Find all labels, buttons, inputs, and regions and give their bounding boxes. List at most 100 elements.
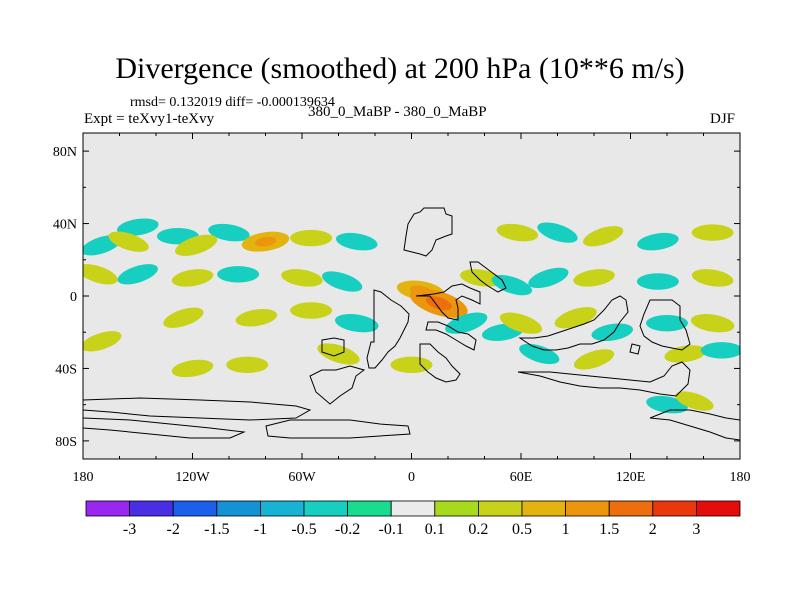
anomaly-blob [335, 232, 378, 251]
runs-label: 380_0_MaBP - 380_0_MaBP [308, 104, 487, 120]
season-label: DJF [710, 111, 736, 127]
anomaly-blob [691, 224, 734, 241]
anomaly-blob [83, 331, 122, 352]
colorbar-label: 0.5 [512, 521, 532, 538]
anomaly-blob [496, 223, 539, 242]
x-tick-label: 120W [175, 470, 210, 485]
anomaly-blob [519, 343, 560, 365]
anomaly-blob [208, 223, 250, 242]
anomaly-blob [281, 269, 323, 287]
coastline-arabia [469, 261, 507, 293]
coastlines [83, 207, 740, 441]
anomaly-blob [117, 264, 158, 285]
colorbar-swatch [696, 500, 741, 517]
coastline-southern-continent [425, 321, 477, 351]
coastline-antarctic-west [265, 419, 411, 439]
anomaly-blob [108, 231, 149, 252]
anomaly-blob [290, 302, 333, 319]
coastline-south-fragment [321, 337, 345, 357]
axes: 180 120W 60W 0 60E 120E 180 80N 40N 0 40S 80S [53, 133, 751, 485]
anomaly-blob [646, 314, 688, 332]
anomaly-blob [499, 312, 543, 334]
anomaly-blob [700, 342, 740, 359]
x-tick-label: 0 [408, 470, 415, 485]
colorbar-label: -1.5 [204, 521, 229, 538]
x-tick-label: 180 [73, 470, 94, 485]
anomaly-blob [171, 269, 214, 287]
anomaly-blob [675, 391, 714, 411]
coastline-south-west-shelf-2 [83, 417, 246, 439]
y-tick-label: 80N [53, 145, 77, 160]
anomaly-blob [691, 269, 734, 287]
colorbar: -3 -2 -1.5 -1 -0.5 -0.2 -0.1 0.1 0.2 0.5 1 1.5 2 3 [85, 500, 741, 538]
coastline-south-west-shelf [83, 397, 312, 421]
anomaly-blob [636, 273, 679, 290]
anomaly-blob [445, 312, 488, 334]
x-tick-label: 60W [288, 470, 316, 485]
colorbar-swatch [216, 500, 261, 517]
anomaly-blob [171, 359, 214, 378]
colorbar-label: 1.5 [599, 521, 619, 538]
y-tick-label: 0 [70, 290, 77, 305]
colorbar-swatch [259, 500, 305, 517]
anomaly-blob [554, 307, 597, 329]
colorbar-label: 2 [649, 521, 657, 538]
coastline-north-america [366, 289, 410, 369]
colorbar-swatch [347, 500, 392, 517]
colorbar-swatch [477, 500, 523, 517]
colorbar-swatch [521, 500, 566, 517]
coastline-asia-east [518, 295, 629, 351]
anomaly-blob [290, 229, 333, 247]
colorbar-label: -0.2 [335, 521, 360, 538]
coastline-australia [639, 299, 691, 351]
anomaly-blob [322, 271, 363, 292]
coastline-africa [403, 207, 453, 257]
anomaly-blob [591, 323, 634, 341]
anomaly-blob [175, 234, 218, 256]
colorbar-label: 0.2 [468, 521, 488, 538]
anomaly-blob [537, 222, 578, 243]
colorbar-label: -3 [123, 521, 136, 538]
coastline-antarctic-central [309, 365, 366, 405]
colorbar-swatch [85, 500, 130, 517]
anomaly-blob [528, 267, 569, 289]
y-tick-label: 40S [55, 362, 77, 377]
colorbar-swatch [303, 500, 348, 517]
anomaly-blob [217, 266, 260, 283]
colorbar-swatch [390, 500, 436, 517]
anomaly-blob [582, 226, 624, 247]
colorbar-label: -0.5 [291, 521, 316, 538]
anomaly-core [254, 236, 277, 247]
anomaly-blob [163, 307, 204, 328]
y-tick-label: 40N [53, 218, 77, 233]
anomaly-blob [226, 356, 269, 374]
x-tick-label: 60E [510, 470, 533, 485]
anomaly-blob [83, 264, 118, 285]
coastline-central [415, 283, 481, 321]
anomaly-blob [637, 232, 679, 251]
colorbar-label: -0.1 [379, 521, 404, 538]
anomaly-blob [573, 349, 615, 370]
x-tick-label: 120E [616, 470, 646, 485]
colorbar-label: -2 [167, 521, 180, 538]
anomaly-blob [235, 308, 278, 327]
colorbar-swatch [172, 500, 218, 517]
anomaly-blob [664, 345, 707, 363]
colorbar-label: -1 [254, 521, 267, 538]
colorbar-swatch [565, 500, 610, 517]
experiment-label: Expt = teXvy1-teXvy [84, 111, 215, 127]
x-tick-label: 180 [730, 470, 751, 485]
anomaly-blob [690, 314, 735, 333]
anomaly-blob [646, 395, 688, 414]
colorbar-swatch [129, 500, 174, 517]
anomaly-blob [116, 218, 159, 236]
anomaly-blob [390, 356, 433, 374]
anomaly-blob [334, 314, 379, 333]
y-tick-label: 80S [55, 435, 77, 450]
anomaly-blob [460, 269, 502, 287]
colorbar-swatch [434, 500, 479, 517]
colorbar-label: 1 [562, 521, 570, 538]
coastline-south-block [419, 343, 461, 383]
coastline-antarctic-far-east [649, 409, 740, 441]
